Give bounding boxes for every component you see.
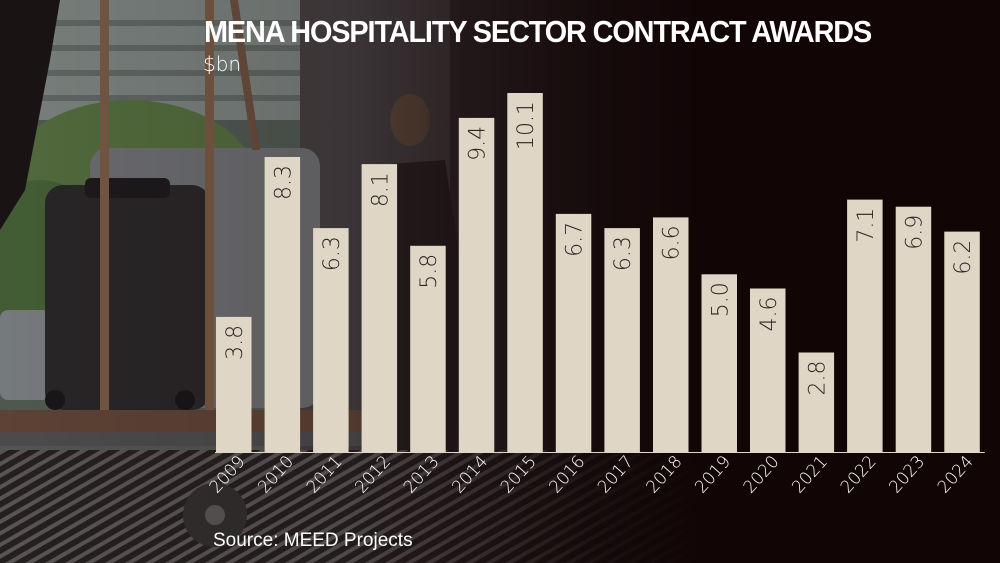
- value-label-2024: 6.2: [951, 240, 976, 275]
- x-tick-2019: 2019: [691, 452, 735, 498]
- value-label-2021: 2.8: [805, 361, 830, 396]
- value-label-2011: 6.3: [320, 236, 345, 271]
- x-tick-2015: 2015: [497, 452, 541, 498]
- x-tick-2024: 2024: [934, 452, 978, 498]
- value-label-2013: 5.8: [417, 254, 442, 289]
- x-tick-2012: 2012: [351, 452, 395, 498]
- bar-2024: [944, 231, 980, 452]
- chart-title: MENA HOSPITALITY SECTOR CONTRACT AWARDS: [204, 14, 872, 49]
- bar-2023: [895, 206, 932, 452]
- bar-2022: [847, 199, 883, 452]
- value-label-2009: 3.8: [223, 325, 248, 360]
- value-label-2014: 9.4: [466, 126, 491, 161]
- x-tick-2023: 2023: [885, 452, 929, 498]
- value-label-2019: 5.0: [708, 282, 733, 317]
- bar-2011: [313, 228, 349, 452]
- bar-2013: [410, 245, 446, 452]
- bar-2020: [750, 288, 786, 452]
- x-tick-2011: 2011: [303, 452, 347, 498]
- value-label-2023: 6.9: [902, 215, 927, 250]
- source-note: Source: MEED Projects: [213, 530, 413, 551]
- bar-2010: [264, 157, 301, 452]
- value-label-2016: 6.7: [563, 222, 588, 257]
- x-tick-2016: 2016: [546, 452, 590, 498]
- value-label-2012: 8.1: [368, 172, 393, 207]
- bar-2016: [555, 213, 592, 452]
- bar-2021: [798, 352, 835, 452]
- value-label-2015: 10.1: [514, 101, 539, 150]
- bar-2018: [653, 217, 689, 452]
- value-label-2022: 7.1: [854, 208, 879, 243]
- x-tick-2018: 2018: [643, 452, 687, 498]
- unit-label: $bn: [203, 52, 242, 76]
- bar-2014: [458, 117, 495, 453]
- value-label-2010: 8.3: [271, 165, 296, 200]
- bar-2017: [604, 228, 640, 452]
- bars-group: 3.8 8.3 6.3 8.1 5.8 9.4 10.1 6.7 6.3 6.6 5.0 4.6 2.8…: [216, 93, 980, 453]
- x-tick-2022: 2022: [837, 452, 881, 498]
- bar-2019: [701, 274, 737, 452]
- x-tick-2013: 2013: [400, 452, 444, 498]
- x-tick-2020: 2020: [740, 452, 784, 498]
- value-label-2020: 4.6: [757, 297, 782, 332]
- x-tick-2009: 2009: [206, 452, 250, 498]
- value-label-2018: 6.6: [660, 225, 685, 260]
- bar-2015: [507, 93, 543, 452]
- x-tick-2014: 2014: [448, 452, 492, 498]
- x-tick-2017: 2017: [594, 452, 638, 498]
- x-tick-2010: 2010: [254, 452, 298, 498]
- x-tick-2021: 2021: [788, 452, 832, 498]
- x-tick-labels: 2009 2010 2011 2012 2013 2014 2015 2016 2017 2018…: [206, 452, 978, 498]
- value-label-2017: 6.3: [611, 236, 636, 271]
- bar-2009: [216, 316, 252, 452]
- bar-2012: [361, 164, 398, 452]
